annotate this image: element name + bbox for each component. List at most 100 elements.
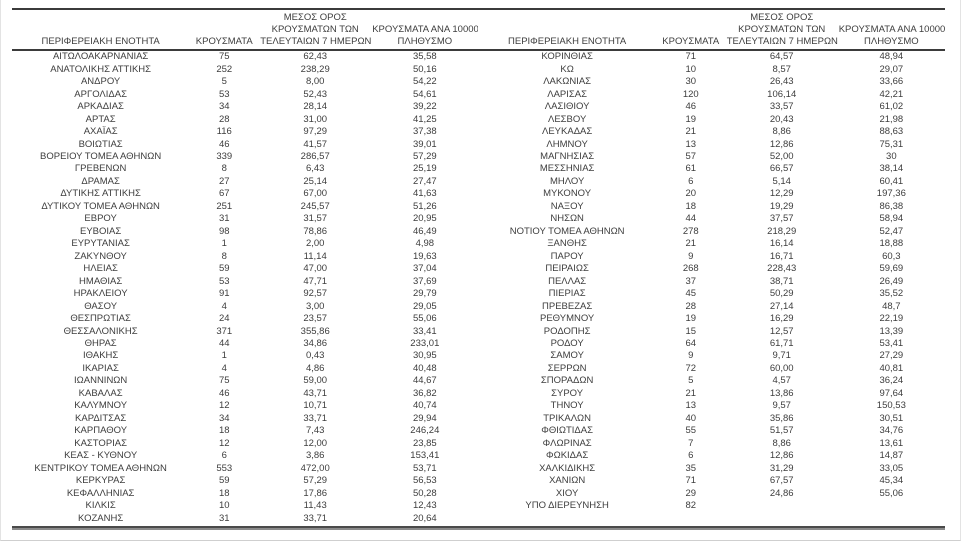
cases-value: 37 [685, 275, 697, 287]
cases-value: 91 [218, 288, 230, 300]
region-name: ΡΟΔΟΥ [550, 338, 584, 350]
per100k-value: 35,58 [412, 51, 437, 63]
region-name: ΠΙΕΡΙΑΣ [548, 288, 586, 300]
region-name: ΣΥΡΟΥ [551, 387, 584, 399]
per100k-value: 53,41 [879, 338, 904, 350]
avg7-value: 12,29 [769, 188, 794, 200]
cases-value: 5 [688, 375, 694, 387]
cases-value: 19 [685, 113, 697, 125]
avg7-value: 51,57 [769, 425, 794, 437]
region-name: ΚΕΡΚΥΡΑΣ [75, 475, 126, 487]
avg7-value: 57,29 [303, 475, 328, 487]
col-header-per100k-line1: ΚΡΟΥΣΜΑΤΑ ΑΝΑ 100000 [838, 24, 945, 35]
avg7-value: 26,43 [769, 76, 794, 88]
per100k-value: 12,43 [412, 500, 437, 512]
table-row: ΥΠΟ ΔΙΕΡΕΥΝΗΣΗ 82 [479, 500, 946, 512]
avg7-value: 4,57 [772, 375, 791, 387]
avg7-value: 8,86 [772, 437, 791, 449]
region-name: ΙΚΑΡΙΑΣ [82, 362, 119, 374]
per100k-value: 197,36 [876, 188, 906, 200]
per100k-value: 14,87 [879, 450, 904, 462]
avg7-value: 24,86 [769, 487, 794, 499]
cases-value: 6 [688, 450, 694, 462]
col-header-per100k: ΚΡΟΥΣΜΑΤΑ ΑΝΑ 100000 ΠΛΗΘΥΣΜΟ [371, 22, 478, 49]
avg7-value: 228,43 [767, 263, 797, 275]
region-name: ΗΜΑΘΙΑΣ [79, 275, 123, 287]
cases-value: 9 [688, 350, 694, 362]
cases-value: 40 [685, 412, 697, 424]
cases-value: 29 [685, 487, 697, 499]
col-header-avg7-line2: ΚΡΟΥΣΜΑΤΩΝ ΤΩΝ [271, 24, 359, 35]
table-row: ΒΟΡΕΙΟΥ ΤΟΜΕΑ ΑΘΗΝΩΝ 339 286,57 57,29 [12, 151, 479, 163]
table-row: ΜΑΓΝΗΣΙΑΣ 57 52,00 30 [479, 151, 946, 163]
avg7-value: 2,00 [305, 238, 325, 250]
table-row: ΦΘΙΩΤΙΔΑΣ 55 51,57 34,76 [479, 425, 946, 437]
region-name: ΤΡΙΚΑΛΩΝ [543, 412, 592, 424]
per100k-value: 55,06 [412, 313, 437, 325]
cases-value: 27 [218, 175, 230, 187]
cases-value: 13 [685, 400, 697, 412]
table-bodies: ΑΙΤΩΛΟΑΚΑΡΝΑΝΙΑΣ 75 62,43 35,58 ΑΝΑΤΟΛΙΚΗΣ Α… [12, 51, 945, 525]
header-group-left: ΠΕΡΙΦΕΡΕΙΑΚΗ ΕΝΟΤΗΤΑ ΚΡΟΥΣΜΑΤΑ ΜΕΣΟΣ ΟΡΟ… [12, 10, 479, 49]
region-name: ΠΕΛΛΑΣ [548, 275, 587, 287]
table-row: ΚΕΦΑΛΛΗΝΙΑΣ 18 17,86 50,28 [12, 487, 479, 499]
per100k-value: 48,7 [882, 300, 901, 312]
cases-value: 46 [685, 101, 697, 113]
table-row: ΣΥΡΟΥ 21 13,86 97,64 [479, 388, 946, 400]
per100k-value: 50,16 [412, 63, 437, 75]
per100k-value: 29,79 [412, 288, 437, 300]
region-name: ΑΙΤΩΛΟΑΚΑΡΝΑΝΙΑΣ [52, 51, 149, 63]
region-name: ΝΗΣΩΝ [550, 213, 584, 225]
table-row: ΚΑΡΔΙΤΣΑΣ 34 33,71 29,94 [12, 413, 479, 425]
region-name: ΔΥΤΙΚΗΣ ΑΤΤΙΚΗΣ [60, 188, 141, 200]
cases-value: 53 [218, 275, 230, 287]
col-header-per100k-line2: ΠΛΗΘΥΣΜΟ [863, 36, 919, 47]
cases-value: 19 [685, 313, 697, 325]
table-row: ΝΟΤΙΟΥ ΤΟΜΕΑ ΑΘΗΝΩΝ 278 218,29 52,47 [479, 226, 946, 238]
col-header-avg7: ΜΕΣΟΣ ΟΡΟΣ ΚΡΟΥΣΜΑΤΩΝ ΤΩΝ ΤΕΛΕΥΤΑΙΩΝ 7 Η… [726, 10, 838, 49]
per100k-value: 34,76 [879, 425, 904, 437]
table-row: ΜΥΚΟΝΟΥ 20 12,29 197,36 [479, 188, 946, 200]
per100k-value: 29,07 [879, 63, 904, 75]
table-row: ΚΩ 10 8,57 29,07 [479, 63, 946, 75]
cases-value: 1 [221, 238, 227, 250]
cases-value: 64 [685, 338, 697, 350]
per100k-value: 54,22 [412, 76, 437, 88]
per100k-value: 18,88 [879, 238, 904, 250]
avg7-value: 64,57 [769, 51, 794, 63]
region-name: ΣΕΡΡΩΝ [547, 362, 587, 374]
table-row: ΒΟΙΩΤΙΑΣ 46 41,57 39,01 [12, 138, 479, 150]
per100k-value: 22,19 [879, 313, 904, 325]
per100k-value: 55,06 [879, 487, 904, 499]
table-row: ΔΡΑΜΑΣ 27 25,14 27,47 [12, 176, 479, 188]
cases-value: 10 [218, 500, 230, 512]
avg7-value: 245,57 [300, 200, 330, 212]
region-name: ΚΑΛΥΜΝΟΥ [74, 400, 128, 412]
avg7-value: 6,43 [305, 163, 325, 175]
cases-value: 21 [685, 387, 697, 399]
table-body-right: ΚΟΡΙΝΘΙΑΣ 71 64,57 48,94 ΚΩ 10 8,57 29,07 ΛΑΚΩΝΙ… [479, 51, 946, 512]
cases-value: 75 [218, 375, 230, 387]
table-row: ΕΥΒΟΙΑΣ 98 78,86 46,49 [12, 226, 479, 238]
avg7-value: 67,00 [303, 188, 328, 200]
region-name: ΛΕΥΚΑΔΑΣ [542, 126, 593, 138]
table-row: ΡΟΔΟΠΗΣ 15 12,57 13,39 [479, 325, 946, 337]
cases-value: 67 [218, 188, 230, 200]
region-name: ΠΡΕΒΕΖΑΣ [542, 300, 593, 312]
cases-value: 12 [218, 437, 230, 449]
region-name: ΣΑΜΟΥ [550, 350, 584, 362]
cases-value: 371 [216, 325, 233, 337]
per100k-value: 40,48 [412, 362, 437, 374]
table-row: ΚΕΑΣ - ΚΥΘΝΟΥ 6 3,86 153,41 [12, 450, 479, 462]
per100k-value: 37,38 [412, 126, 437, 138]
per100k-value: 97,64 [879, 387, 904, 399]
avg7-value: 8,57 [772, 63, 791, 75]
region-name: ΛΗΜΝΟΥ [546, 138, 588, 150]
table-row: ΣΠΟΡΑΔΩΝ 5 4,57 36,24 [479, 375, 946, 387]
avg7-value: 19,29 [769, 200, 794, 212]
table-row: ΙΘΑΚΗΣ 1 0,43 30,95 [12, 350, 479, 362]
cases-value: 61 [685, 163, 697, 175]
region-name: ΔΡΑΜΑΣ [81, 175, 120, 187]
avg7-value: 20,43 [769, 113, 794, 125]
cases-value: 98 [218, 225, 230, 237]
